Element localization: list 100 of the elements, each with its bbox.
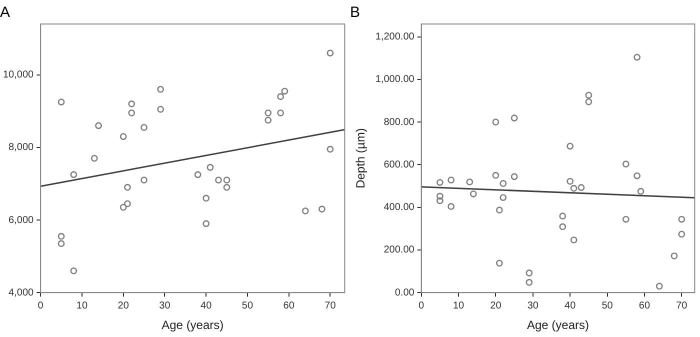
chart-title: B <box>350 4 360 22</box>
x-tick-label: 20 <box>490 300 502 312</box>
point <box>559 223 566 230</box>
point <box>90 154 98 162</box>
point <box>585 92 592 99</box>
point <box>526 270 533 276</box>
x-tick-label: 50 <box>242 300 254 312</box>
point <box>215 176 222 184</box>
point <box>510 173 518 180</box>
y-tick-label: 400.00 <box>384 202 415 214</box>
point <box>656 282 663 290</box>
point <box>223 184 230 191</box>
point <box>500 194 507 201</box>
point <box>678 216 686 223</box>
point <box>622 216 630 223</box>
point <box>326 50 334 56</box>
point <box>436 197 444 204</box>
point <box>578 184 585 191</box>
point <box>120 204 127 211</box>
x-tick-label: 40 <box>564 300 576 312</box>
point <box>120 133 127 140</box>
point <box>634 172 640 180</box>
point <box>140 124 148 131</box>
point <box>436 192 444 200</box>
point <box>58 240 65 248</box>
point <box>70 267 78 274</box>
x-axis-title: Age (years) <box>162 318 224 332</box>
point <box>492 118 500 126</box>
point <box>194 171 202 178</box>
x-tick-label: 0 <box>418 300 425 312</box>
point <box>326 146 334 153</box>
x-tick-label: 60 <box>283 300 295 312</box>
x-tick-label: 50 <box>602 300 614 312</box>
y-axis-title: Depth (µm) <box>354 128 368 188</box>
y-tick-label: 1,200.00 <box>375 32 415 43</box>
point <box>124 184 131 191</box>
y-tick-label: 800.00 <box>384 116 415 128</box>
x-tick-label: 30 <box>159 300 171 312</box>
point <box>500 180 507 187</box>
x-tick-label: 30 <box>527 300 539 312</box>
point <box>510 114 518 122</box>
point <box>448 176 455 184</box>
y-tick-label: 10,000 <box>2 70 34 81</box>
point <box>496 206 503 214</box>
point <box>206 164 214 171</box>
point <box>140 176 148 184</box>
point <box>470 190 477 198</box>
point <box>492 172 500 179</box>
x-tick-label: 0 <box>38 300 44 312</box>
x-tick-label: 70 <box>676 300 688 312</box>
x-tick-label: 20 <box>118 300 130 312</box>
point <box>570 236 578 244</box>
y-tick-label: 6,000 <box>8 214 34 226</box>
point <box>277 109 284 116</box>
x-tick-label: 10 <box>76 300 88 312</box>
x-tick-label: 70 <box>324 300 336 312</box>
point <box>622 160 630 168</box>
point <box>157 106 164 113</box>
x-tick-label: 60 <box>638 300 650 312</box>
point <box>670 252 678 260</box>
point <box>678 230 686 238</box>
point <box>264 109 272 116</box>
x-axis-title: Age (years) <box>526 318 590 332</box>
point <box>223 176 230 184</box>
point <box>202 194 210 202</box>
point <box>277 93 284 100</box>
point <box>58 98 65 106</box>
point <box>585 98 592 106</box>
point <box>436 178 444 186</box>
point <box>570 184 578 192</box>
point <box>566 178 574 185</box>
point <box>318 206 326 213</box>
point <box>526 278 533 286</box>
y-tick-label: 1,000.00 <box>375 74 415 86</box>
point <box>559 212 566 220</box>
point <box>281 88 288 95</box>
point <box>637 188 644 195</box>
y-tick-label: 200.00 <box>384 244 415 256</box>
point <box>157 86 164 93</box>
point <box>496 260 503 267</box>
point <box>566 142 574 150</box>
y-tick-label: 4,000 <box>8 287 34 298</box>
y-tick-label: 8,000 <box>8 142 34 154</box>
y-tick-label: 600.00 <box>384 159 415 170</box>
y-tick-label: 0.00 <box>394 287 415 298</box>
point <box>58 232 65 240</box>
point <box>95 122 102 130</box>
point <box>466 178 474 186</box>
x-tick-label: 10 <box>452 300 465 312</box>
point <box>302 207 309 214</box>
point <box>128 109 136 116</box>
chart-title: A <box>0 4 10 22</box>
point <box>634 54 640 61</box>
point <box>70 171 78 178</box>
point <box>202 220 210 228</box>
point <box>448 203 455 210</box>
point <box>128 100 136 108</box>
point <box>264 116 272 124</box>
x-tick-label: 40 <box>200 300 212 312</box>
point <box>124 200 131 208</box>
